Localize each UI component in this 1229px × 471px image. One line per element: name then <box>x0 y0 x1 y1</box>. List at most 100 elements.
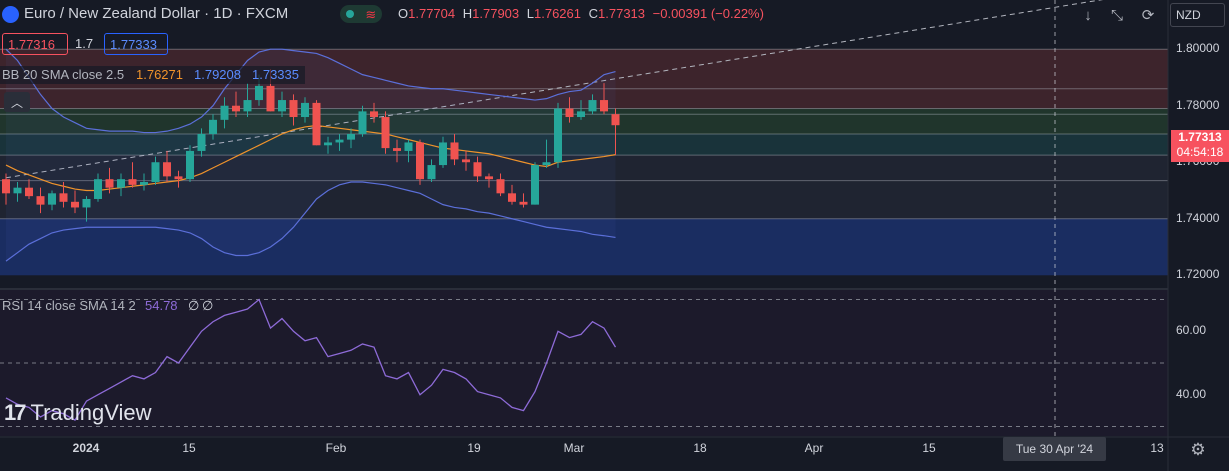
currency-select[interactable]: NZD <box>1170 3 1225 27</box>
scroll-down-button[interactable]: ↓ <box>1084 6 1092 24</box>
refresh-button[interactable]: ⟳ <box>1141 7 1155 24</box>
open-label: O <box>398 6 409 21</box>
high-label: H <box>462 6 473 21</box>
candle-body <box>416 142 424 180</box>
candle-body <box>197 133 206 151</box>
price-tick-label: 1.78000 <box>1176 97 1220 112</box>
candle-body <box>232 105 240 112</box>
currency-value: NZD <box>1176 8 1201 22</box>
candle-body <box>25 187 33 197</box>
buy-price: 1.77333 <box>110 36 157 52</box>
candle-body <box>439 142 447 166</box>
ohlc-values: O1.77704 H1.77903 L1.76261 C1.77313 −0.0… <box>398 6 764 21</box>
candle-body <box>404 142 413 151</box>
rsi-label[interactable]: RSI 14 close SMA 14 2 <box>2 298 136 313</box>
price-tick-label: 1.80000 <box>1176 41 1220 56</box>
close-value: 1.77313 <box>598 6 646 21</box>
candle-body <box>496 179 505 194</box>
symbol-title[interactable]: Euro / New Zealand Dollar · 1D · FXCM <box>24 5 289 22</box>
buy-price-box[interactable]: 1.77333 <box>104 33 168 55</box>
candle-body <box>588 100 597 112</box>
settings-gear-icon[interactable]: ⚙ <box>1190 440 1206 459</box>
candle-body <box>36 196 45 205</box>
candle-body <box>266 85 275 112</box>
candle-body <box>611 114 620 126</box>
candle-body <box>519 201 528 205</box>
time-tick-label: 19 <box>467 441 481 455</box>
crosshair-date-label: Tue 30 Apr '24 <box>1003 437 1106 461</box>
price-zone <box>0 133 1168 156</box>
chart-legend-header: Euro / New Zealand Dollar · 1D · FXCM ≋ … <box>0 0 1060 28</box>
bb-basis-line <box>5 124 616 192</box>
candle-body <box>324 142 332 146</box>
bb-lower-line <box>5 181 616 262</box>
last-price-badge: 1.77313 04:54:18 <box>1171 130 1229 162</box>
candle-body <box>393 148 401 151</box>
rsi-tick-label: 40.00 <box>1176 386 1207 401</box>
candle-body <box>554 108 562 163</box>
candle-body <box>335 139 344 143</box>
bb-lower-value: 1.73335 <box>252 67 299 82</box>
open-dot-icon <box>345 10 354 18</box>
candle-body <box>209 119 217 134</box>
time-tick-label: 15 <box>182 441 196 455</box>
waves-icon: ≋ <box>365 6 377 22</box>
candle-body <box>289 100 298 118</box>
candle-body <box>347 133 355 140</box>
price-tick-label: 1.72000 <box>1176 267 1220 282</box>
candle-body <box>542 162 551 166</box>
candle-body <box>128 179 137 185</box>
time-tick-label: 15 <box>922 441 936 455</box>
candle-body <box>117 179 125 188</box>
candle-body <box>48 193 56 205</box>
candle-body <box>174 176 183 180</box>
rsi-na-2: ∅ <box>202 298 214 313</box>
candle-body <box>462 159 470 163</box>
time-tick-label: 2024 <box>72 441 100 455</box>
candle-body <box>220 105 229 120</box>
candle-body <box>278 100 286 112</box>
time-tick-label: 18 <box>693 441 707 455</box>
bb-upper-value: 1.79208 <box>194 67 241 82</box>
tradingview-logo-icon: 17 <box>4 400 27 425</box>
collapse-chevron-icon[interactable]: ︿ <box>4 92 30 112</box>
candle-body <box>577 111 585 118</box>
sell-price: 1.77316 <box>8 36 55 52</box>
price-zone <box>0 180 1168 219</box>
fullscreen-button[interactable]: ⤡ <box>1110 6 1123 24</box>
candle-body <box>13 187 22 194</box>
candle-body <box>473 162 482 177</box>
low-label: L <box>526 6 534 21</box>
candle-body <box>59 193 68 202</box>
candle-body <box>2 179 10 194</box>
rsi-tick-label: 60.00 <box>1176 323 1207 338</box>
price-tick-label: 1.74000 <box>1176 210 1220 225</box>
candle-body <box>508 193 516 202</box>
watermark: 17 TradingView <box>4 400 152 426</box>
bb-basis-value: 1.76271 <box>136 67 183 82</box>
market-status-icon[interactable]: ≋ <box>340 5 382 23</box>
candle-body <box>427 165 436 180</box>
rsi-line <box>5 298 617 422</box>
candle-body <box>151 162 160 183</box>
candle-body <box>105 179 114 188</box>
candle-body <box>358 111 367 134</box>
candle-body <box>381 117 390 149</box>
watermark-text: TradingView <box>30 400 152 425</box>
candle-body <box>485 176 493 180</box>
candle-body <box>312 102 321 146</box>
candle-body <box>565 108 574 118</box>
candle-body <box>531 165 539 205</box>
candle-body <box>140 182 148 185</box>
bb-legend <box>0 66 305 84</box>
time-tick-label: Feb <box>325 441 347 455</box>
candle-body <box>301 102 309 118</box>
bb-label[interactable]: BB 20 SMA close 2.5 <box>2 67 125 82</box>
bb-upper-line <box>5 48 616 134</box>
sell-price-box[interactable]: 1.77316 <box>2 33 68 55</box>
rsi-value: 54.78 <box>145 298 178 313</box>
change-value: −0.00391 (−0.22%) <box>652 6 764 21</box>
symbol-logo[interactable] <box>2 6 19 23</box>
candle-body <box>186 150 194 180</box>
